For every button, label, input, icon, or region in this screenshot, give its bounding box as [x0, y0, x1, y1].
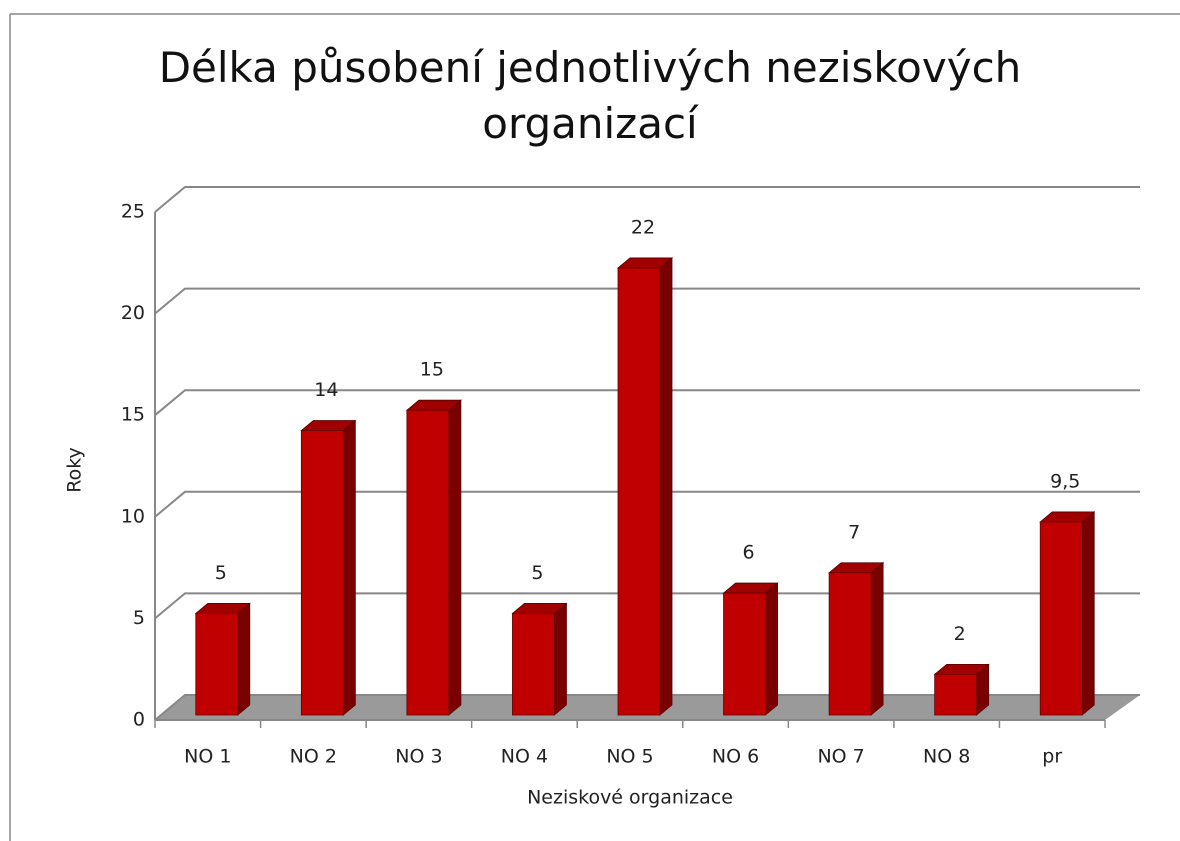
bar: [300, 419, 357, 716]
chart-title: Délka působení jednotlivých neziskových …: [158, 43, 1022, 148]
bar-side: [342, 419, 356, 716]
x-tick-label: NO 2: [290, 746, 337, 768]
grid-line: [154, 389, 1140, 416]
grid-line: [154, 592, 1140, 620]
x-tick-label: NO 6: [712, 746, 759, 768]
value-label: 15: [420, 359, 444, 381]
bar-front: [1039, 521, 1083, 716]
bar-front: [406, 409, 450, 716]
grid-line: [154, 287, 1140, 315]
bar: [828, 561, 885, 716]
grid-line: [154, 694, 1140, 721]
bar-front: [300, 430, 344, 716]
y-tick-label: 5: [133, 607, 145, 629]
x-tick-label: NO 1: [184, 746, 231, 768]
bar: [405, 399, 462, 716]
x-tick-label: NO 7: [817, 746, 864, 768]
bar-side: [765, 582, 778, 716]
bar-front: [723, 592, 766, 716]
x-tick-label: NO 8: [923, 746, 970, 768]
bar-side: [659, 257, 673, 716]
bar: [1039, 511, 1096, 716]
grid-line: [154, 186, 1140, 213]
y-tick-label: 0: [133, 709, 145, 731]
y-axis-label: Roky: [64, 447, 86, 493]
bar-side: [870, 561, 884, 716]
bar-side: [237, 602, 251, 716]
bar: [616, 257, 674, 716]
bar-front: [828, 572, 872, 716]
value-label: 5: [215, 562, 227, 584]
bar-front: [512, 613, 555, 716]
value-label: 22: [631, 216, 655, 238]
bar: [194, 602, 251, 716]
x-tick-label: NO 5: [606, 746, 653, 768]
x-tick-label: NO 3: [395, 746, 442, 768]
y-tick-label: 20: [121, 302, 145, 324]
bar: [722, 582, 779, 716]
value-label: 2: [954, 623, 966, 645]
x-tick-label: pr: [1042, 746, 1062, 768]
value-label: 9,5: [1050, 470, 1080, 492]
bar-side: [448, 399, 462, 716]
bar-front: [934, 673, 978, 716]
value-label: 7: [848, 521, 860, 543]
value-label: 6: [743, 542, 755, 564]
grid-line: [154, 490, 1140, 518]
bar: [511, 602, 568, 716]
bar-side: [554, 602, 567, 716]
bar-front: [617, 267, 661, 716]
y-tick-label: 15: [121, 404, 145, 426]
bar-front: [195, 613, 239, 716]
bar-side: [1081, 511, 1095, 716]
x-tick-label: NO 4: [501, 746, 548, 768]
y-tick-label: 10: [121, 505, 145, 527]
value-label: 14: [314, 379, 338, 401]
y-tick-label: 25: [121, 201, 145, 223]
bar: [933, 663, 990, 716]
x-axis-label: Neziskové organizace: [527, 787, 733, 809]
value-label: 5: [531, 562, 543, 584]
